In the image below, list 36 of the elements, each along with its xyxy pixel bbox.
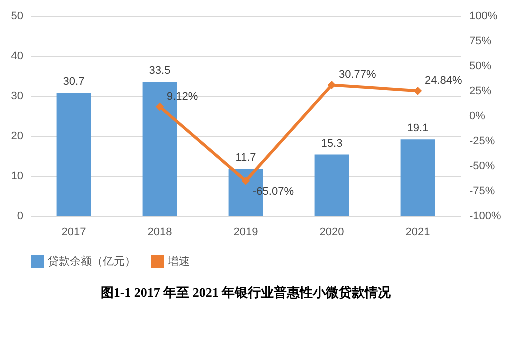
- data-label: 30.7: [63, 76, 85, 88]
- x-tick-label: 2021: [406, 226, 430, 238]
- bar: [400, 140, 436, 216]
- data-label: 11.7: [236, 152, 256, 164]
- y-tick-label: 10: [11, 170, 24, 182]
- x-tick-label: 2019: [234, 226, 258, 238]
- y2-tick-label: 25%: [470, 86, 492, 98]
- y-tick-label: 20: [11, 130, 24, 142]
- legend-label: 增速: [167, 254, 190, 268]
- data-label: 24.84%: [425, 75, 463, 88]
- bar: [314, 154, 350, 216]
- x-tick-label: 2020: [320, 226, 344, 238]
- y2-tick-label: 100%: [470, 10, 498, 22]
- y2-tick-label: -25%: [470, 136, 496, 148]
- point: [242, 176, 250, 186]
- y-tick-label: 0: [17, 210, 24, 222]
- data-label: 15.3: [321, 138, 343, 150]
- text: 图1-1 2017 年至 2021 年银行业普惠性小微贷款情况: [100, 285, 392, 300]
- y2-tick-label: -75%: [470, 186, 496, 198]
- point: [414, 86, 422, 96]
- bar: [56, 93, 92, 216]
- y2-tick-label: 75%: [470, 36, 492, 48]
- data-label: 33.5: [149, 65, 171, 77]
- y-tick-label: 50: [11, 10, 24, 22]
- y2-tick-label: 0%: [470, 110, 486, 122]
- y2-tick-label: -100%: [470, 210, 502, 222]
- y2-tick-label: -50%: [470, 160, 496, 172]
- x-tick-label: 2017: [62, 226, 86, 238]
- legend-label: 贷款余额（亿元）: [48, 254, 136, 268]
- data-label: 30.77%: [339, 69, 377, 82]
- point: [156, 102, 164, 112]
- y-tick-label: 30: [11, 90, 24, 102]
- x-tick-label: 2018: [148, 226, 172, 238]
- y2-tick-label: 50%: [470, 60, 492, 72]
- data-label: 19.1: [407, 122, 429, 135]
- y-tick-label: 40: [11, 50, 24, 62]
